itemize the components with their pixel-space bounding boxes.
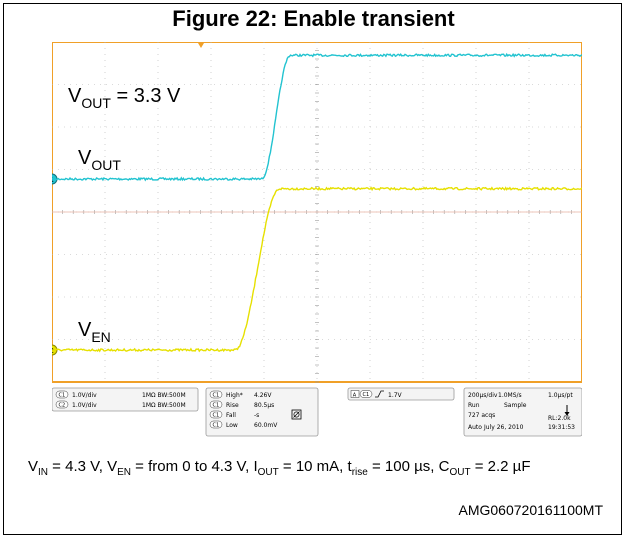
measurement-panel (205, 387, 319, 437)
scope-status-bar: C1 1.0V/div 1MΩ BW:500M C2 1.0V/div 1MΩ … (52, 387, 582, 437)
channel1-chip (55, 390, 69, 399)
annotation-ven-label: VEN (78, 319, 111, 345)
capture-date: July 26, 2010 (483, 424, 524, 431)
meas-rise-value: 80.5µs (254, 402, 274, 409)
meas-high-chip (209, 390, 223, 399)
channel2-impedance: 1MΩ BW:500M (142, 402, 186, 409)
meas-high-label: High* (226, 392, 243, 399)
trigger-panel (347, 387, 455, 401)
trigger-arrow-icon (564, 405, 570, 416)
figure-title: Figure 22: Enable transient (172, 6, 455, 31)
test-conditions-caption: VIN = 4.3 V, VEN = from 0 to 4.3 V, IOUT… (28, 458, 531, 478)
channel2-chip (55, 400, 69, 409)
meas-high-chip-label: C1 (213, 393, 220, 399)
caption-ven-sub: EN (117, 467, 132, 478)
channel1-chip-label: C1 (59, 393, 66, 399)
timebase-sample-rate: 1.0MS/s (498, 392, 522, 399)
caption-iout-sub: OUT (257, 467, 279, 478)
caption-cout-sub: OUT (449, 467, 471, 478)
channel2-scale: 1.0V/div (72, 402, 97, 409)
channel1-scale: 1.0V/div (72, 392, 97, 399)
record-length: RL:2.0k (548, 415, 571, 422)
caption-trise-sub: rise (351, 467, 368, 478)
timebase-panel (463, 387, 582, 437)
acquisition-mode: Sample (504, 402, 527, 409)
acquisition-count: 727 acqs (468, 412, 495, 419)
figure-frame (3, 3, 622, 535)
trigger-position-marker (198, 43, 204, 48)
timebase-horizontal-scale: 200µs/div (468, 392, 498, 399)
trigger-source-label: A (353, 392, 357, 398)
caption-iout-value: = 10 mA, (278, 458, 348, 475)
trigger-level: 1.7V (388, 392, 403, 399)
meas-fall-chip (209, 410, 223, 419)
trigger-mode: Auto (468, 424, 482, 431)
caption-vin-value: = 4.3 V, (48, 458, 108, 475)
channel2-chip-label: C2 (59, 403, 66, 409)
trigger-channel-chip (359, 390, 373, 398)
acquisition-state: Run (468, 402, 480, 409)
meas-fall-chip-label: C1 (213, 413, 220, 419)
trace-vout (52, 52, 582, 182)
meas-low-chip-label: C1 (213, 423, 220, 429)
trace-ven (52, 186, 582, 353)
annotation-vout-label: VOUT (78, 147, 121, 173)
meas-rise-chip-label: C1 (213, 403, 220, 409)
trigger-channel-chip-label: C1 (363, 392, 370, 398)
plot-grid (52, 42, 582, 383)
channel1-impedance: 1MΩ BW:500M (142, 392, 186, 399)
meas-rise-chip (209, 400, 223, 409)
meas-low-chip (209, 420, 223, 429)
oscilloscope-capture: 1 2 VOUT = 3.3 V VOUT VEN C1 1.0V/div 1M… (52, 42, 582, 437)
annotation-vout-level: VOUT = 3.3 V (68, 85, 181, 111)
meas-rise-label: Rise (226, 402, 239, 409)
document-id: AMG060720161100MT (458, 502, 604, 518)
meas-low-value: 60.0mV (254, 422, 278, 429)
trigger-source-chip (350, 390, 360, 398)
timebase-resolution: 1.0µs/pt (548, 392, 573, 399)
channel2-ground-marker-label: 2 (52, 347, 54, 355)
caption-trise-value: = 100 µs, (367, 458, 439, 475)
meas-fall-value: -s (254, 412, 259, 419)
caption-vin-sub: IN (38, 467, 49, 478)
capture-time: 19:31:53 (548, 424, 575, 431)
meas-high-value: 4.26V (254, 392, 272, 399)
meas-low-label: Low (226, 422, 238, 429)
meas-fall-label: Fall (226, 412, 236, 419)
rising-edge-icon (375, 390, 384, 398)
caption-ven-value: = from 0 to 4.3 V, (131, 458, 254, 475)
measurement-statistics-icon (291, 409, 302, 420)
channel-settings-panel (52, 387, 199, 412)
caption-cout-value: = 2.2 µF (470, 458, 531, 475)
